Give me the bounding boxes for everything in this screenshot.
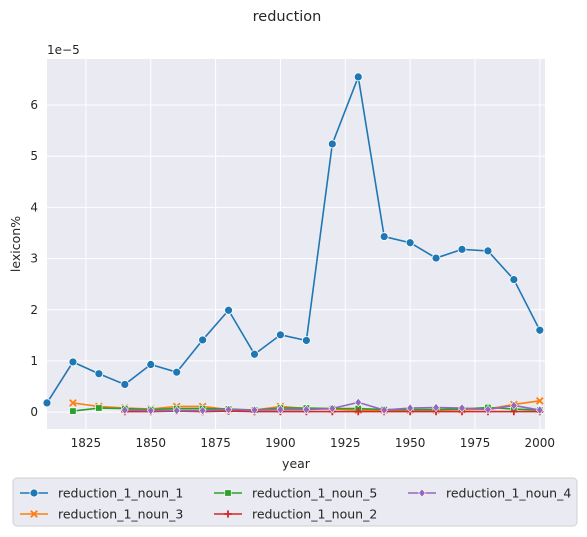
legend: reduction_1_noun_1 reduction_1_noun_3 redu…: [12, 477, 578, 527]
data-point: [276, 330, 285, 340]
legend-label: reduction_1_noun_1: [58, 486, 183, 501]
legend-entry: reduction_1_noun_1: [20, 486, 183, 501]
data-point: [120, 380, 130, 389]
x-tick-label: 2000: [525, 436, 556, 450]
y-tick-label: 6: [30, 98, 38, 112]
y-offset-label: 1e−5: [47, 43, 80, 57]
data-point: [535, 325, 545, 335]
x-tick-label: 1900: [265, 436, 296, 450]
legend-entry: reduction_1_noun_4: [408, 486, 571, 501]
data-point: [535, 397, 544, 405]
legend-entry: reduction_1_noun_3: [20, 507, 183, 522]
series-reduction_1_noun_1: [42, 72, 545, 408]
y-tick-label: 1: [30, 354, 38, 368]
data-point: [198, 405, 207, 416]
data-point: [380, 405, 388, 415]
data-point: [328, 403, 337, 414]
legend-box: [12, 477, 578, 527]
data-point: [353, 72, 363, 82]
legend-marker: [30, 510, 38, 518]
y-tick-label: 5: [30, 149, 38, 163]
data-point: [510, 400, 518, 411]
data-point: [146, 405, 155, 416]
data-point: [94, 369, 104, 379]
data-point: [302, 404, 311, 415]
legend-label: reduction_1_noun_5: [252, 486, 377, 501]
y-tick-label: 0: [30, 405, 38, 419]
series-reduction_1_noun_4: [121, 397, 544, 416]
data-point: [483, 246, 493, 256]
series-lines: [42, 72, 545, 416]
x-tick-label: 1950: [395, 436, 426, 450]
x-tick-label: 1925: [330, 436, 361, 450]
legend-items: reduction_1_noun_1 reduction_1_noun_3 redu…: [20, 486, 571, 522]
data-point: [484, 404, 492, 415]
data-point: [432, 402, 440, 413]
x-tick-label: 1850: [135, 436, 166, 450]
data-point: [276, 404, 285, 415]
x-tick-label: 1975: [460, 436, 491, 450]
data-point: [354, 397, 363, 408]
series-line: [46, 76, 541, 404]
data-point: [406, 403, 414, 413]
plot-area: [47, 59, 545, 429]
data-point: [250, 405, 259, 415]
legend-entry: reduction_1_noun_5: [214, 486, 377, 501]
data-point: [327, 139, 337, 149]
x-ticks: 1825 1850 1875 1900 1925 1950 1975 2000: [71, 436, 555, 450]
data-point: [95, 404, 103, 412]
data-point: [509, 275, 519, 284]
legend-marker: [224, 510, 232, 518]
data-point: [224, 305, 233, 315]
data-point: [69, 407, 77, 415]
y-ticks: 0 1 2 3 4 5 6: [30, 98, 38, 419]
data-point: [198, 335, 208, 345]
chart-title: reduction: [253, 9, 322, 25]
data-point: [146, 360, 156, 369]
legend-label: reduction_1_noun_4: [446, 486, 571, 501]
data-point: [354, 408, 362, 416]
data-point: [431, 253, 441, 263]
data-point: [536, 405, 544, 415]
data-point: [42, 398, 52, 408]
data-point: [301, 336, 311, 345]
y-tick-label: 2: [30, 303, 38, 317]
y-tick-label: 4: [30, 200, 38, 214]
data-point: [224, 404, 233, 415]
data-point: [172, 367, 182, 377]
data-point: [458, 403, 466, 413]
data-point: [405, 238, 415, 248]
x-tick-label: 1825: [71, 436, 102, 450]
data-point: [379, 232, 389, 241]
data-point: [121, 405, 129, 415]
legend-marker: [418, 488, 426, 498]
x-axis-title: year: [282, 456, 311, 471]
legend-marker: [29, 488, 39, 498]
legend-marker: [224, 489, 232, 497]
y-tick-label: 3: [30, 252, 38, 266]
x-tick-label: 1875: [200, 436, 231, 450]
data-point: [172, 405, 181, 416]
legend-entry: reduction_1_noun_2: [214, 507, 377, 522]
data-point: [69, 399, 77, 407]
legend-label: reduction_1_noun_3: [58, 507, 183, 522]
data-point: [457, 244, 467, 254]
y-axis-title: lexicon%: [8, 216, 23, 272]
legend-label: reduction_1_noun_2: [252, 507, 377, 522]
data-point: [250, 349, 259, 359]
data-point: [68, 357, 78, 367]
